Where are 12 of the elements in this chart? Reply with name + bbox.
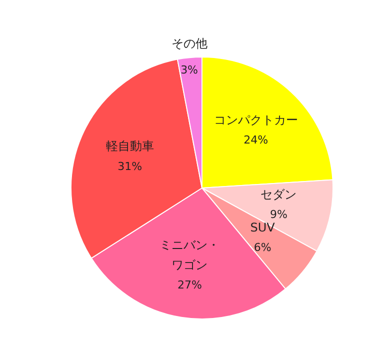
slice-label: ミニバン・ワゴン bbox=[160, 238, 220, 272]
slice-label: その他 bbox=[171, 36, 208, 51]
data-label: 6% bbox=[254, 241, 272, 254]
data-label: 9% bbox=[270, 208, 288, 222]
data-label: 27% bbox=[177, 278, 202, 292]
slice-label: セダン bbox=[260, 187, 297, 202]
data-label: 3% bbox=[180, 64, 198, 77]
slice-label: SUV bbox=[250, 220, 276, 234]
data-label: 31% bbox=[118, 160, 142, 173]
slice-label: コンパクトカー bbox=[214, 112, 298, 127]
slice-label: 軽自動車 bbox=[106, 139, 154, 154]
data-label: 24% bbox=[244, 134, 268, 147]
